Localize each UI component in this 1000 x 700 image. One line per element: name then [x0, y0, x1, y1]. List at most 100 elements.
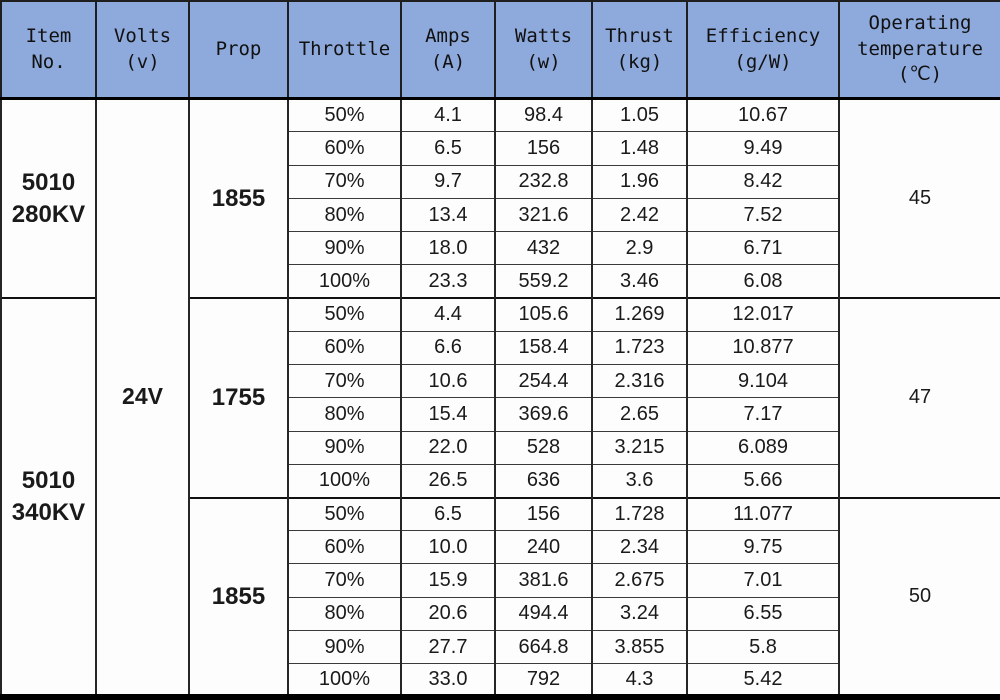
throttle-cell: 50% [287, 98, 402, 133]
thrust-cell: 2.675 [591, 563, 688, 598]
table-row: 1855 50% 6.5 156 1.728 11.077 50 [1, 496, 1000, 698]
throttle-cell: 60% [287, 131, 402, 166]
throttle-cell: 60% [287, 530, 402, 565]
efficiency-cell: 7.17 [686, 397, 840, 432]
throttle-cell: 90% [287, 430, 402, 465]
thrust-cell: 1.96 [591, 164, 688, 199]
amps-cell: 23.3 [400, 264, 496, 299]
item-no-cell: 5010 280KV [0, 98, 97, 299]
watts-cell: 158.4 [494, 330, 593, 366]
table-row: 90% 27.7 664.8 3.855 5.8 [1, 629, 1000, 665]
thrust-cell: 1.728 [591, 496, 688, 532]
watts-cell: 240 [494, 530, 593, 565]
thrust-cell: 4.3 [591, 663, 688, 698]
table-row: 100% 26.5 636 3.6 5.66 [1, 463, 1000, 499]
amps-cell: 27.7 [400, 629, 496, 665]
prop-cell: 1855 [188, 98, 289, 299]
watts-cell: 494.4 [494, 596, 593, 631]
volts-cell: 24V [95, 98, 190, 698]
table-row: 70% 10.6 254.4 2.316 9.104 [1, 364, 1000, 399]
thrust-cell: 3.24 [591, 596, 688, 631]
efficiency-cell: 5.8 [686, 629, 840, 665]
watts-cell: 105.6 [494, 297, 593, 332]
watts-cell: 381.6 [494, 563, 593, 598]
temperature-cell: 47 [838, 297, 1000, 499]
watts-cell: 98.4 [494, 98, 593, 133]
efficiency-cell: 6.55 [686, 596, 840, 631]
amps-cell: 4.4 [400, 297, 496, 332]
item-no-cell: 5010 340KV [0, 297, 97, 698]
header-operating-temperature: Operating temperature (℃) [838, 0, 1000, 101]
amps-cell: 22.0 [400, 430, 496, 465]
efficiency-cell: 10.877 [686, 330, 840, 366]
amps-cell: 33.0 [400, 663, 496, 698]
watts-cell: 232.8 [494, 164, 593, 199]
throttle-cell: 80% [287, 596, 402, 631]
header-prop: Prop [188, 0, 289, 101]
thrust-cell: 2.65 [591, 397, 688, 432]
amps-cell: 13.4 [400, 197, 496, 233]
efficiency-cell: 9.75 [686, 530, 840, 565]
thrust-cell: 2.316 [591, 364, 688, 399]
thrust-cell: 3.215 [591, 430, 688, 465]
watts-cell: 528 [494, 430, 593, 465]
thrust-cell: 3.6 [591, 463, 688, 499]
table-row: 5010 340KV 1755 50% 4.4 105.6 1.269 12.0… [0, 297, 1000, 698]
thrust-cell: 1.269 [591, 297, 688, 332]
watts-cell: 559.2 [494, 264, 593, 299]
prop-cell: 1855 [188, 496, 289, 698]
throttle-cell: 70% [287, 563, 402, 598]
thrust-cell: 1.48 [591, 131, 688, 166]
thrust-cell: 2.42 [591, 197, 688, 233]
throttle-cell: 70% [287, 364, 402, 399]
efficiency-cell: 9.49 [686, 131, 840, 166]
throttle-cell: 50% [287, 297, 402, 332]
throttle-cell: 80% [287, 197, 402, 233]
table-row: 90% 18.0 432 2.9 6.71 [1, 231, 1000, 266]
throttle-cell: 50% [287, 496, 402, 532]
header-watts: Watts (w) [494, 0, 593, 101]
efficiency-cell: 7.52 [686, 197, 840, 233]
header-efficiency: Efficiency (g/W) [686, 0, 840, 101]
table-row: 80% 13.4 321.6 2.42 7.52 [1, 197, 1000, 233]
watts-cell: 636 [494, 463, 593, 499]
thrust-cell: 1.05 [591, 98, 688, 133]
watts-cell: 254.4 [494, 364, 593, 399]
throttle-cell: 90% [287, 629, 402, 665]
efficiency-cell: 10.67 [686, 98, 840, 133]
amps-cell: 6.5 [400, 131, 496, 166]
amps-cell: 26.5 [400, 463, 496, 499]
table-row: 80% 15.4 369.6 2.65 7.17 [1, 397, 1000, 432]
amps-cell: 15.9 [400, 563, 496, 598]
table-row: 70% 9.7 232.8 1.96 8.42 [1, 164, 1000, 199]
table-row: 80% 20.6 494.4 3.24 6.55 [1, 596, 1000, 631]
efficiency-cell: 5.66 [686, 463, 840, 499]
watts-cell: 432 [494, 231, 593, 266]
temperature-cell: 45 [838, 98, 1000, 299]
throttle-cell: 100% [287, 663, 402, 698]
amps-cell: 15.4 [400, 397, 496, 432]
efficiency-cell: 7.01 [686, 563, 840, 598]
amps-cell: 20.6 [400, 596, 496, 631]
throttle-cell: 70% [287, 164, 402, 199]
efficiency-cell: 5.42 [686, 663, 840, 698]
amps-cell: 10.6 [400, 364, 496, 399]
table-row: 100% 23.3 559.2 3.46 6.08 [1, 264, 1000, 299]
amps-cell: 18.0 [400, 231, 496, 266]
throttle-cell: 80% [287, 397, 402, 432]
amps-cell: 4.1 [400, 98, 496, 133]
amps-cell: 6.6 [400, 330, 496, 366]
thrust-cell: 3.46 [591, 264, 688, 299]
header-thrust: Thrust (kg) [591, 0, 688, 101]
throttle-cell: 100% [287, 264, 402, 299]
efficiency-cell: 6.08 [686, 264, 840, 299]
amps-cell: 6.5 [400, 496, 496, 532]
thrust-cell: 2.34 [591, 530, 688, 565]
amps-cell: 10.0 [400, 530, 496, 565]
temperature-cell: 50 [838, 496, 1000, 698]
efficiency-cell: 6.089 [686, 430, 840, 465]
thrust-cell: 2.9 [591, 231, 688, 266]
header-item-no: Item No. [0, 0, 97, 101]
watts-cell: 792 [494, 663, 593, 698]
